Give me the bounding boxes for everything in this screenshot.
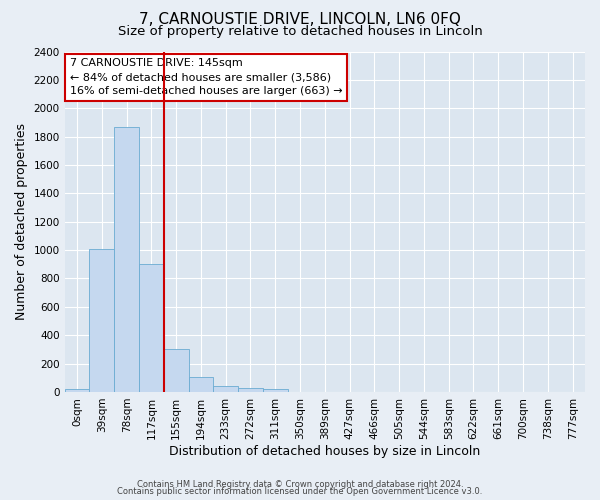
- Text: Contains public sector information licensed under the Open Government Licence v3: Contains public sector information licen…: [118, 487, 482, 496]
- Bar: [164, 348, 188, 392]
- Text: 7 CARNOUSTIE DRIVE: 145sqm
← 84% of detached houses are smaller (3,586)
16% of s: 7 CARNOUSTIE DRIVE: 145sqm ← 84% of deta…: [70, 58, 343, 96]
- Text: 7, CARNOUSTIE DRIVE, LINCOLN, LN6 0FQ: 7, CARNOUSTIE DRIVE, LINCOLN, LN6 0FQ: [139, 12, 461, 28]
- Bar: [263, 389, 287, 392]
- Text: Contains HM Land Registry data © Crown copyright and database right 2024.: Contains HM Land Registry data © Crown c…: [137, 480, 463, 489]
- X-axis label: Distribution of detached houses by size in Lincoln: Distribution of detached houses by size …: [169, 444, 481, 458]
- Y-axis label: Number of detached properties: Number of detached properties: [15, 123, 28, 320]
- Bar: [214, 386, 238, 392]
- Bar: [114, 126, 139, 392]
- Bar: [89, 250, 114, 392]
- Bar: [238, 388, 263, 392]
- Bar: [65, 389, 89, 392]
- Bar: [188, 377, 214, 392]
- Bar: [139, 264, 164, 392]
- Text: Size of property relative to detached houses in Lincoln: Size of property relative to detached ho…: [118, 25, 482, 38]
